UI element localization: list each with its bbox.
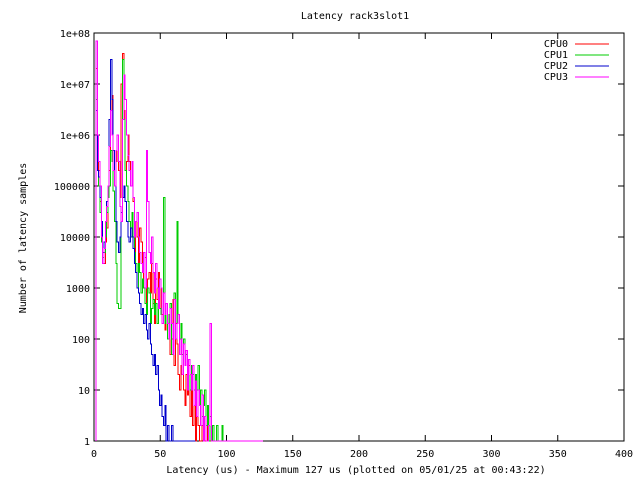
chart-title: Latency rack3slot1 (301, 11, 409, 22)
x-tick-label: 400 (615, 449, 633, 460)
x-tick-label: 100 (217, 449, 235, 460)
legend-label-cpu3: CPU3 (544, 72, 568, 83)
plot-frame (93, 32, 625, 442)
x-tick-label: 0 (91, 449, 97, 460)
y-tick-label: 1 (84, 437, 90, 448)
y-tick-label: 10 (78, 386, 90, 397)
y-axis-label: Number of latency samples (18, 163, 29, 314)
y-tick-label: 1e+06 (60, 131, 90, 142)
x-tick-label: 300 (482, 449, 500, 460)
y-tick-label: 1e+08 (60, 29, 90, 40)
x-axis-label: Latency (us) - Maximum 127 us (plotted o… (166, 465, 545, 476)
x-tick-label: 150 (284, 449, 302, 460)
x-tick-label: 350 (549, 449, 567, 460)
legend-label-cpu1: CPU1 (544, 50, 568, 61)
y-tick-label: 1000 (66, 284, 90, 295)
x-tick-label: 200 (350, 449, 368, 460)
x-axis-ticks: 0 50 100 150 200 250 300 350 400 (91, 33, 633, 460)
y-tick-label: 100 (72, 335, 90, 346)
legend-label-cpu2: CPU2 (544, 61, 568, 72)
series-line-cpu3 (95, 40, 263, 442)
y-tick-label: 1e+07 (60, 80, 90, 91)
series-line-cpu2 (95, 59, 196, 442)
x-tick-label: 50 (154, 449, 166, 460)
legend-label-cpu0: CPU0 (544, 39, 568, 50)
y-tick-label: 10000 (60, 233, 90, 244)
series-line-cpu1 (95, 59, 242, 442)
x-tick-label: 250 (416, 449, 434, 460)
series-layer (95, 40, 263, 442)
y-tick-label: 100000 (54, 182, 90, 193)
